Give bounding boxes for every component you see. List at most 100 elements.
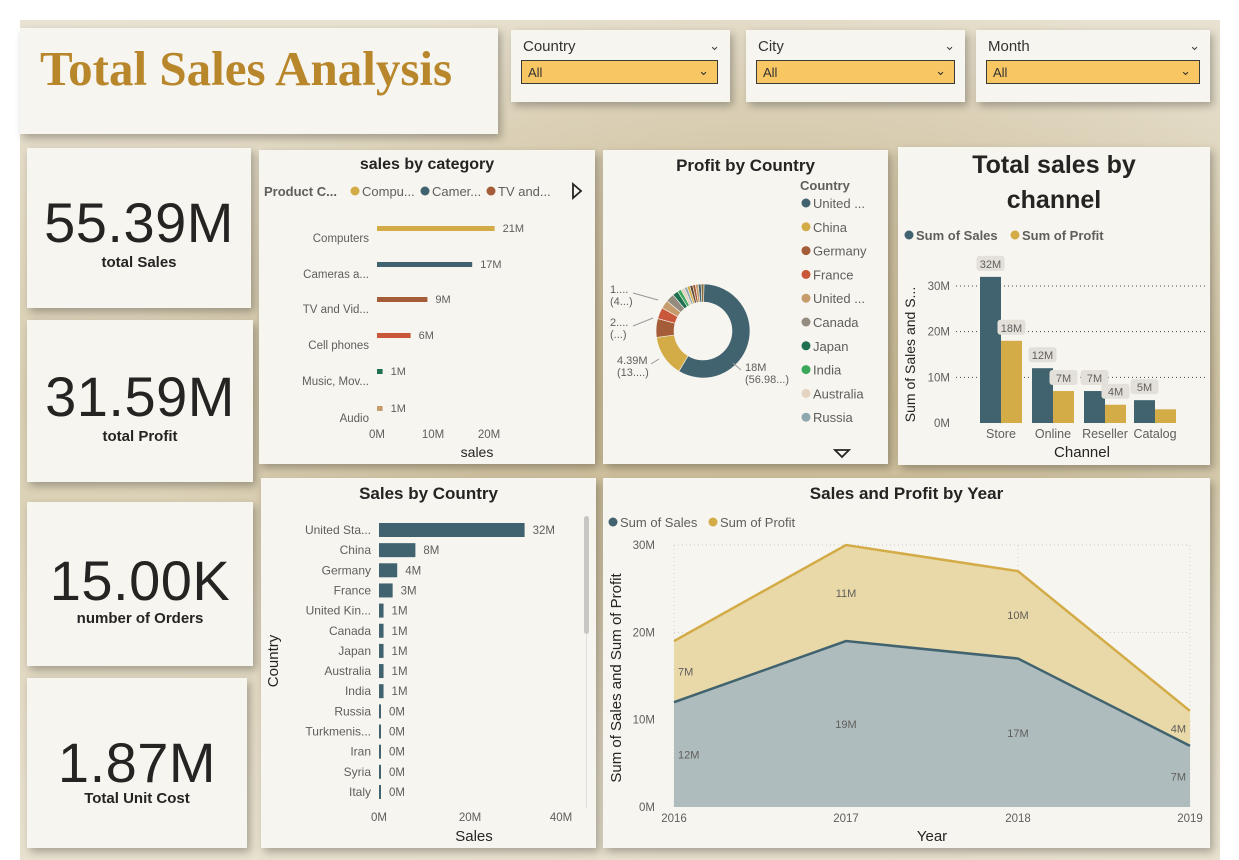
country-label: Australia — [324, 664, 371, 678]
data-label-bg — [1049, 370, 1078, 386]
country-dropdown[interactable]: All ⌄ — [521, 60, 718, 84]
x-tick-label: 2016 — [661, 813, 687, 825]
legend-label: Germany — [813, 244, 867, 259]
y-tick-label: 30M — [633, 540, 655, 552]
profit-area — [674, 545, 1190, 746]
chevron-down-icon[interactable]: ⌄ — [1189, 38, 1200, 53]
x-tick-label: 2017 — [833, 813, 859, 825]
kpi-value: 31.59M — [45, 365, 235, 428]
chevron-down-icon: ⌄ — [1180, 63, 1191, 78]
country-slicer[interactable]: Country ⌄ All ⌄ — [511, 30, 730, 102]
category-label: Audio — [340, 413, 369, 425]
x-tick-label: 0M — [369, 429, 385, 441]
legend-marker — [801, 317, 811, 327]
chart-title: Sales by Country — [359, 484, 498, 503]
x-tick-label: Reseller — [1082, 427, 1128, 441]
bar-data-label: 1M — [391, 366, 406, 378]
year-area-svg: Sum of Sales Sum of Profit 0M 10M 20M 30M 2016… — [608, 515, 1203, 845]
country-label: Japan — [338, 644, 371, 658]
month-dropdown[interactable]: All ⌄ — [986, 60, 1200, 84]
dropdown-value: All — [763, 65, 778, 80]
sales-by-category-chart[interactable]: sales by category Product C... Compu... Ca… — [259, 150, 595, 464]
sales-profit-by-year-chart[interactable]: Sales and Profit by Year Sum of Sales Sum… — [603, 478, 1210, 848]
legend-marker — [904, 230, 914, 240]
bar-data-label: 1M — [392, 686, 408, 698]
column-data-label: 7M — [1056, 373, 1071, 385]
city-slicer[interactable]: City ⌄ All ⌄ — [746, 30, 965, 102]
data-label-bg — [1080, 370, 1109, 386]
bar-data-label: 1M — [392, 666, 408, 678]
x-tick-label: 20M — [478, 429, 500, 441]
month-slicer[interactable]: Month ⌄ All ⌄ — [976, 30, 1210, 102]
bar-data-label: 0M — [389, 787, 405, 799]
bar-data-label: 8M — [423, 545, 439, 557]
y-axis-title: Sum of Sales and Sum of Profit — [608, 573, 625, 783]
sales-data-label: 17M — [1007, 728, 1028, 740]
legend-marker — [801, 388, 811, 398]
category-svg: Product C... Compu... Camer... TV and... Com… — [264, 182, 583, 460]
bar-data-label: 0M — [389, 747, 405, 759]
pie-svg: 18M(56.98...) 4.39M(13....) 2....(...) 1...… — [610, 178, 867, 459]
pie-slice — [700, 283, 705, 303]
bar-data-label: 3M — [401, 585, 417, 597]
sales-by-country-chart[interactable]: Sales by Country United Sta... 32M China 8M… — [261, 478, 596, 848]
country-bar — [379, 744, 381, 759]
y-axis-title: Country — [265, 634, 282, 687]
leader-line — [632, 292, 659, 301]
legend-label: France — [813, 267, 853, 282]
data-label-bg — [1028, 347, 1057, 363]
category-bar — [377, 297, 428, 302]
data-label-bg — [1130, 379, 1159, 395]
legend-label: United ... — [813, 291, 865, 306]
country-label: Canada — [329, 624, 371, 638]
legend-title: Country — [800, 178, 851, 193]
profit-data-label: 7M — [678, 667, 693, 679]
x-tick-label: 0M — [371, 812, 387, 824]
legend-label: India — [813, 363, 842, 378]
legend-label: Sum of Sales — [916, 228, 998, 243]
country-label: Iran — [350, 745, 371, 759]
chevron-down-icon[interactable]: ⌄ — [944, 38, 955, 53]
chevron-down-icon[interactable]: ⌄ — [709, 38, 720, 53]
category-bar — [377, 262, 473, 267]
country-bar — [379, 583, 393, 598]
category-label: Computers — [313, 233, 369, 245]
kpi-value: 15.00K — [49, 549, 231, 612]
slice-data-label: 4.39M — [617, 355, 648, 367]
country-label: United Sta... — [305, 523, 371, 537]
slice-data-sublabel: (...) — [610, 329, 627, 341]
legend-marker — [801, 341, 811, 351]
legend-title: Product C... — [264, 184, 337, 199]
chart-title-line: channel — [1007, 186, 1101, 214]
legend-marker — [801, 198, 811, 208]
dropdown-value: All — [993, 65, 1008, 80]
x-tick-label: Store — [986, 427, 1016, 441]
bar-data-label: 32M — [533, 525, 555, 537]
legend-label: Canada — [813, 315, 859, 330]
category-label: Cell phones — [308, 340, 369, 352]
city-dropdown[interactable]: All ⌄ — [756, 60, 955, 84]
column-bar — [1032, 368, 1053, 423]
country-bar — [379, 603, 384, 618]
x-tick-label: 2018 — [1005, 813, 1031, 825]
country-label: Russia — [334, 704, 371, 718]
bar-data-label: 4M — [405, 565, 421, 577]
x-axis-title: Year — [917, 828, 947, 845]
legend-label: Japan — [813, 339, 848, 354]
sales-line — [673, 639, 1191, 747]
y-tick-label: 0M — [934, 418, 950, 430]
kpi-card-unit-cost: 1.87M Total Unit Cost — [27, 678, 247, 848]
column-data-label: 32M — [980, 259, 1001, 271]
bar-data-label: 0M — [389, 706, 405, 718]
legend-label: Sum of Profit — [720, 515, 796, 530]
category-bar — [377, 406, 383, 411]
column-bar — [1155, 409, 1176, 423]
sales-by-channel-chart[interactable]: Total sales by channel Sum of Sales Sum of … — [898, 147, 1210, 465]
x-tick-label: 40M — [550, 812, 572, 824]
country-bar-svg: United Sta... 32M China 8M Germany 4M France 3M… — [265, 516, 589, 845]
bar-data-label: 6M — [419, 330, 434, 342]
legend-marker — [801, 222, 811, 232]
chart-title: sales by category — [359, 156, 495, 173]
data-label-bg — [997, 319, 1026, 335]
profit-by-country-chart[interactable]: Profit by Country 18M (56.98...) 4.39M (13.… — [603, 150, 888, 464]
